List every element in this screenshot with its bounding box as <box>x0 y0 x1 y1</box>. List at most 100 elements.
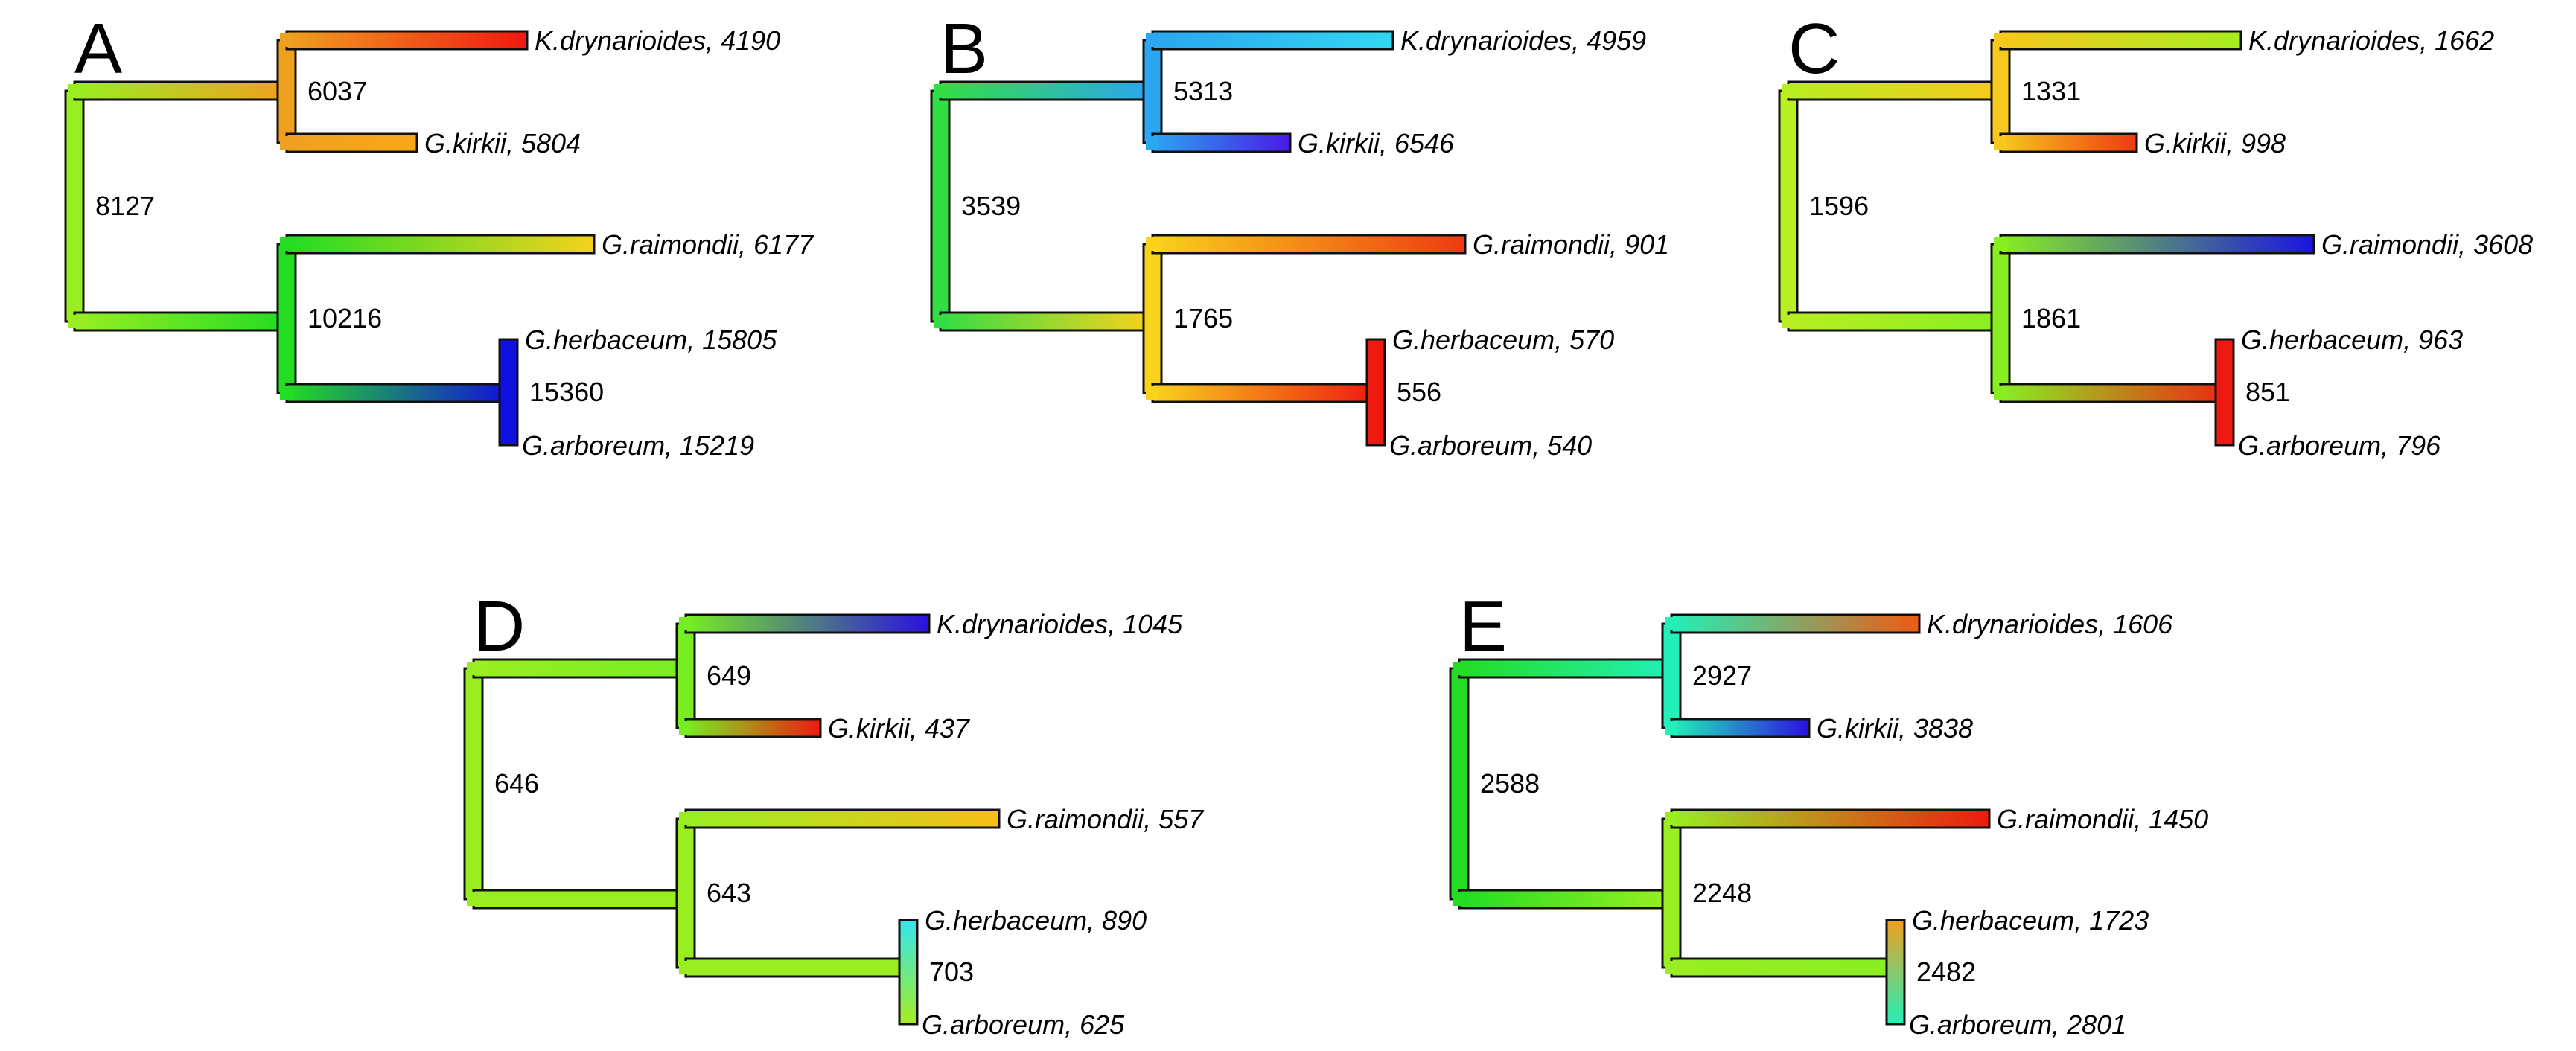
ha-node-branch <box>1885 919 1906 1026</box>
rha-to-ha-branch <box>285 383 510 403</box>
ha-node-branch <box>1365 338 1386 447</box>
branch-joint <box>679 812 692 825</box>
leaf-label-g-herbaceum: G.herbaceum, 1723 <box>1912 905 2149 936</box>
branch-joint <box>68 315 81 328</box>
root-to-rha-branch <box>73 311 288 332</box>
ha-node-label: 2482 <box>1916 956 1976 987</box>
leaf-label-g-kirkii: G.kirkii, 5804 <box>424 128 581 159</box>
leaf-label-g-kirkii: G.kirkii, 6546 <box>1298 128 1455 159</box>
k-drynarioides-branch <box>1999 30 2242 51</box>
root-to-kg-branch <box>939 80 1154 101</box>
rha-node-label: 1765 <box>1173 303 1233 333</box>
ha-node-branch <box>898 919 919 1026</box>
root-branch <box>1778 89 1799 323</box>
leaf-label-g-arboreum: G.arboreum, 2801 <box>1909 1009 2126 1040</box>
tree-panel-a: A 8127 6037 10216 15360 K.drynarioides, 4190 G… <box>64 9 814 461</box>
branch-joint <box>1994 136 2007 150</box>
kg-node-label: 2927 <box>1692 660 1752 691</box>
root-node-label: 3539 <box>961 191 1021 221</box>
kg-node-label: 649 <box>707 660 751 691</box>
kg-node-label: 6037 <box>307 76 367 106</box>
root-to-rha-branch <box>939 311 1154 332</box>
panel-letter: D <box>474 587 525 666</box>
leaf-label-k-drynarioides: K.drynarioides, 1045 <box>937 609 1183 639</box>
branch-joint <box>1994 237 2007 251</box>
leaf-label-k-drynarioides: K.drynarioides, 4190 <box>535 25 780 56</box>
root-branch <box>1449 667 1470 901</box>
branch-joint <box>1146 386 1159 400</box>
branch-joint <box>280 386 293 400</box>
panel-letter: E <box>1459 587 1507 666</box>
branch-joint <box>679 961 692 974</box>
ha-node-branch <box>2214 338 2235 447</box>
branch-joint <box>1146 33 1159 47</box>
branch-joint <box>1665 961 1678 974</box>
tree-panel-b: B 3539 5313 1765 556 K.drynarioides, 4959 G.ki… <box>930 9 1669 461</box>
leaf-label-k-drynarioides: K.drynarioides, 1606 <box>1927 609 2173 639</box>
k-drynarioides-branch <box>1151 30 1394 51</box>
branch-joint <box>280 136 293 150</box>
leaf-label-g-arboreum: G.arboreum, 625 <box>922 1009 1125 1040</box>
rha-node-label: 1861 <box>2021 303 2081 333</box>
kg-node-label: 5313 <box>1173 76 1233 106</box>
branch-joint <box>280 237 293 251</box>
leaf-label-g-raimondii: G.raimondii, 557 <box>1007 804 1205 834</box>
branch-joint <box>1453 662 1466 675</box>
leaf-label-g-herbaceum: G.herbaceum, 963 <box>2241 325 2463 355</box>
leaf-label-g-raimondii: G.raimondii, 6177 <box>602 229 814 260</box>
leaf-label-g-kirkii: G.kirkii, 437 <box>828 713 971 744</box>
g-raimondii-branch <box>285 234 596 255</box>
branch-joint <box>1665 617 1678 630</box>
branch-joint <box>679 721 692 735</box>
root-to-kg-branch <box>1458 658 1673 679</box>
tree-panel-c: C 1596 1331 1861 851 K.drynarioides, 1662 G.ki… <box>1778 9 2533 461</box>
k-drynarioides-branch <box>684 613 931 634</box>
ha-node-branch <box>498 338 519 447</box>
panel-letter: C <box>1788 9 1840 89</box>
root-branch <box>463 667 484 901</box>
rha-node-branch <box>1661 817 1682 969</box>
rha-node-branch <box>1142 243 1163 394</box>
kg-node-branch <box>276 39 297 144</box>
root-node-label: 2588 <box>1480 768 1540 799</box>
branch-joint <box>1453 892 1466 906</box>
branch-joint <box>68 84 81 98</box>
branch-joint <box>467 662 480 675</box>
branch-joint <box>1782 84 1795 98</box>
rha-node-label: 2248 <box>1692 878 1752 908</box>
rha-to-ha-branch <box>1670 957 1897 978</box>
rha-node-branch <box>1990 243 2011 394</box>
leaf-label-g-arboreum: G.arboreum, 540 <box>1389 430 1592 461</box>
root-branch <box>930 89 951 323</box>
branch-joint <box>1994 33 2007 47</box>
leaf-label-g-kirkii: G.kirkii, 998 <box>2144 128 2286 159</box>
leaf-label-g-kirkii: G.kirkii, 3838 <box>1817 713 1973 744</box>
branch-joint <box>934 315 947 328</box>
rha-node-branch <box>675 817 696 969</box>
rha-node-label: 643 <box>707 878 751 908</box>
root-branch <box>64 89 85 323</box>
k-drynarioides-branch <box>1670 613 1921 634</box>
rha-to-ha-branch <box>684 957 910 978</box>
branch-joint <box>1782 315 1795 328</box>
g-raimondii-branch <box>1999 234 2315 255</box>
rha-node-branch <box>276 243 297 394</box>
rha-node-label: 10216 <box>307 303 382 333</box>
branch-joint <box>679 617 692 630</box>
leaf-label-g-raimondii: G.raimondii, 1450 <box>1997 804 2208 834</box>
root-to-rha-branch <box>472 889 687 910</box>
kg-node-branch <box>675 622 696 729</box>
g-kirkii-branch <box>1151 132 1292 153</box>
root-to-kg-branch <box>73 80 288 101</box>
g-raimondii-branch <box>1670 808 1991 829</box>
leaf-label-g-raimondii: G.raimondii, 3608 <box>2321 229 2533 260</box>
root-to-kg-branch <box>472 658 687 679</box>
branch-joint <box>1665 721 1678 735</box>
branch-joint <box>1994 386 2007 400</box>
g-kirkii-branch <box>1999 132 2138 153</box>
kg-node-label: 1331 <box>2021 76 2081 106</box>
k-drynarioides-branch <box>285 30 529 51</box>
root-node-label: 8127 <box>95 191 155 221</box>
branch-joint <box>934 84 947 98</box>
